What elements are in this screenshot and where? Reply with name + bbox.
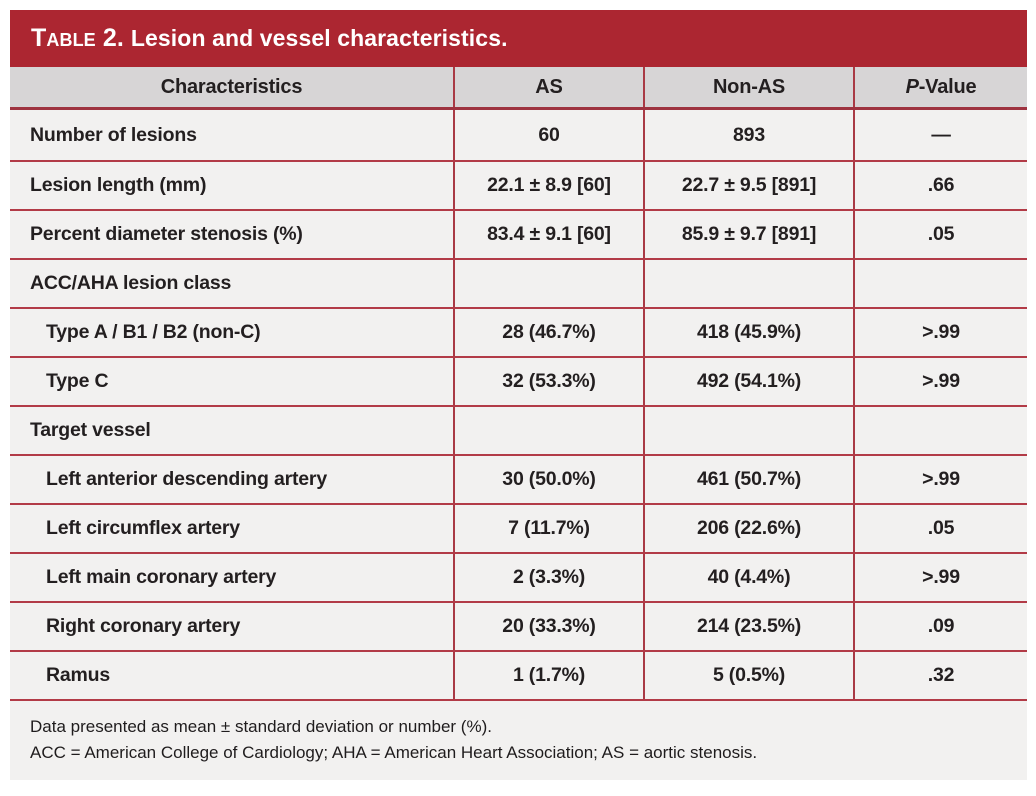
non-as-value: 418 (45.9%) [645,309,855,356]
table-header-row: Characteristics AS Non-AS P -Value [10,67,1027,110]
row-label: Type A / B1 / B2 (non-C) [10,309,455,356]
section-label: Target vessel [10,407,455,454]
row-label: Left anterior descending artery [10,456,455,503]
row-label: Right coronary artery [10,603,455,650]
as-value [455,260,645,307]
table-footnotes: Data presented as mean ± standard deviat… [10,699,1027,780]
as-value: 1 (1.7%) [455,652,645,699]
table-row: Lesion length (mm) 22.1 ± 8.9 [60] 22.7 … [10,160,1027,209]
non-as-value: 492 (54.1%) [645,358,855,405]
p-value: .66 [927,174,955,196]
p-value: — [931,123,951,146]
row-label: Lesion length (mm) [10,162,455,209]
table-section-row: ACC/AHA lesion class [10,258,1027,307]
p-value [855,407,1027,454]
table-row: Type A / B1 / B2 (non-C) 28 (46.7%) 418 … [10,307,1027,356]
non-as-value: 85.9 ± 9.7 [891] [645,211,855,258]
as-value [455,407,645,454]
table-row: Left circumflex artery 7 (11.7%) 206 (22… [10,503,1027,552]
p-value: >.99 [922,321,960,343]
non-as-value: 214 (23.5%) [645,603,855,650]
as-value: 28 (46.7%) [455,309,645,356]
p-value: .09 [927,615,955,637]
non-as-value: 40 (4.4%) [645,554,855,601]
table-title-band: Table 2. Lesion and vessel characteristic… [10,10,1027,67]
lesion-vessel-table: Table 2. Lesion and vessel characteristic… [10,10,1027,780]
as-value: 83.4 ± 9.1 [60] [455,211,645,258]
footnote-line-1: Data presented as mean ± standard deviat… [30,717,492,736]
table-row: Type C 32 (53.3%) 492 (54.1%) >.99 [10,356,1027,405]
as-value: 60 [455,110,645,160]
table-row: Left main coronary artery 2 (3.3%) 40 (4… [10,552,1027,601]
p-value: .32 [927,664,955,686]
footnote-line-2: ACC = American College of Cardiology; AH… [30,743,758,762]
p-value [855,260,1027,307]
row-label: Left main coronary artery [10,554,455,601]
as-value: 7 (11.7%) [455,505,645,552]
table-row: Percent diameter stenosis (%) 83.4 ± 9.1… [10,209,1027,258]
non-as-value: 461 (50.7%) [645,456,855,503]
non-as-value: 22.7 ± 9.5 [891] [645,162,855,209]
table-title-text: Lesion and vessel characteristics. [130,25,508,51]
row-label: Left circumflex artery [10,505,455,552]
p-value: >.99 [922,468,960,490]
p-value-rest: -Value [918,75,977,98]
table-row: Right coronary artery 20 (33.3%) 214 (23… [10,601,1027,650]
p-value: >.99 [922,370,960,392]
non-as-value: 893 [645,110,855,160]
as-value: 30 (50.0%) [455,456,645,503]
table-row: Left anterior descending artery 30 (50.0… [10,454,1027,503]
non-as-value [645,260,855,307]
p-value-italic-p: P [905,75,919,98]
row-label: Percent diameter stenosis (%) [10,211,455,258]
column-header-non-as: Non-AS [645,67,855,107]
table-section-row: Target vessel [10,405,1027,454]
non-as-value: 206 (22.6%) [645,505,855,552]
table-title-prefix: Table 2. [31,24,124,52]
as-value: 20 (33.3%) [455,603,645,650]
column-header-characteristics: Characteristics [10,67,455,107]
column-header-p-value: P -Value [855,67,1027,107]
p-value: .05 [927,517,955,539]
as-value: 2 (3.3%) [455,554,645,601]
as-value: 22.1 ± 8.9 [60] [455,162,645,209]
p-value: .05 [927,223,955,245]
table-row: Number of lesions 60 893 — [10,110,1027,160]
column-header-as: AS [455,67,645,107]
row-label: Number of lesions [10,110,455,160]
non-as-value [645,407,855,454]
p-value: >.99 [922,566,960,588]
as-value: 32 (53.3%) [455,358,645,405]
section-label: ACC/AHA lesion class [10,260,455,307]
row-label: Ramus [10,652,455,699]
table-title: Table 2. Lesion and vessel characteristic… [31,24,508,53]
row-label: Type C [10,358,455,405]
table-row: Ramus 1 (1.7%) 5 (0.5%) .32 [10,650,1027,699]
non-as-value: 5 (0.5%) [645,652,855,699]
